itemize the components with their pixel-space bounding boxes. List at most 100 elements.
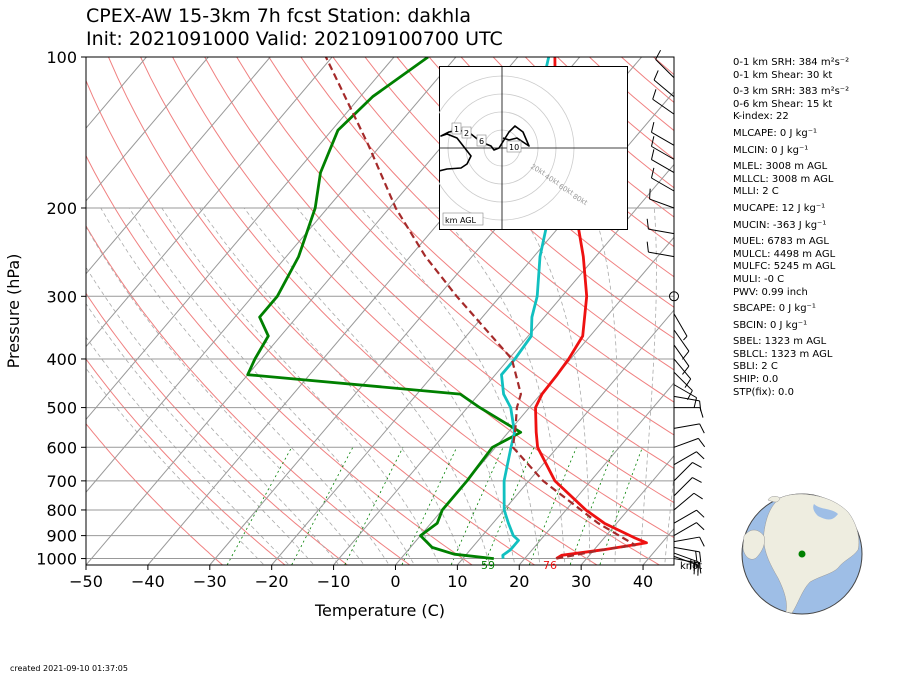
wind-barb — [646, 218, 675, 235]
surface-dewpoint-label: 59 — [481, 559, 495, 572]
x-tick-label: −50 — [69, 572, 103, 591]
mixing-ratio-line — [401, 447, 458, 565]
mixing-ratio-line — [450, 447, 504, 565]
hodograph-height-label: 6 — [479, 137, 484, 146]
moist-adiabat — [639, 207, 657, 565]
wind-barb — [673, 329, 690, 360]
x-axis-label: Temperature (C) — [314, 601, 445, 620]
moist-adiabat — [436, 207, 566, 565]
index-line: 0-1 km SRH: 384 m²s⁻² — [733, 57, 850, 68]
dry-adiabat — [428, 57, 674, 278]
wind-barb — [673, 395, 702, 412]
isotherm — [86, 57, 395, 421]
wind-barb — [673, 477, 702, 497]
wind-barb-calm — [669, 291, 679, 302]
x-tick-label: 40 — [633, 572, 653, 591]
wind-barb — [655, 49, 675, 79]
hodograph-height-box — [476, 134, 487, 147]
wind-barb — [673, 552, 699, 573]
temperature-profile — [534, 57, 648, 560]
land-greenland — [767, 496, 781, 503]
wind-barb — [673, 509, 705, 524]
isotherm — [271, 90, 674, 565]
wind-barb — [673, 492, 703, 511]
dry-adiabat — [86, 79, 536, 565]
y-tick-label: 400 — [46, 350, 77, 369]
moist-adiabat — [664, 472, 674, 565]
moist-adiabat — [86, 367, 265, 565]
hodograph-trace — [439, 125, 530, 172]
y-tick-label: 200 — [46, 199, 77, 218]
x-tick-label: 0 — [390, 572, 400, 591]
dry-adiabat — [86, 358, 286, 565]
wind-barb — [653, 70, 675, 98]
plot-frame — [85, 56, 675, 566]
indices-panel: 0-1 km SRH: 384 m²s⁻² 0-1 km Shear: 30 kt… — [733, 57, 849, 399]
hodograph-height-label: 2 — [464, 129, 469, 138]
y-axis-label: Pressure (hPa) — [4, 254, 23, 369]
isotherm — [333, 163, 674, 565]
wind-barb — [650, 122, 675, 146]
isotherm — [86, 57, 271, 275]
moist-adiabat — [243, 207, 491, 565]
hodograph-label: km AGL — [445, 216, 477, 225]
y-tick-label: 600 — [46, 438, 77, 457]
dry-adiabat — [86, 154, 474, 565]
y-tick-label: 500 — [46, 399, 77, 418]
moist-adiabat — [86, 336, 290, 565]
hodograph-height-box — [451, 122, 462, 135]
index-line: MLCIN: 0 J kg⁻¹ — [733, 144, 809, 156]
x-tick-label: 10 — [447, 572, 467, 591]
wind-barb — [649, 188, 675, 209]
wind-barb — [673, 522, 705, 537]
wind-barb — [673, 344, 690, 375]
hodograph-height-label: 1 — [454, 125, 459, 134]
y-tick-label: 700 — [46, 472, 77, 491]
wind-barb — [673, 437, 706, 448]
dry-adiabat — [108, 57, 599, 565]
index-line: SBLI: 2 C — [733, 361, 778, 373]
y-tick-label: 100 — [46, 48, 77, 67]
index-line: 0-6 km Shear: 15 kt — [733, 98, 833, 110]
land-americas — [742, 529, 765, 560]
x-axis-ticks: −50 −40 −30 −20 −10 0 10 20 30 40 — [69, 565, 653, 591]
hodograph-label-box — [442, 212, 484, 226]
sounding-profiles — [246, 57, 648, 560]
moist-adiabat — [517, 207, 591, 565]
wind-barbs — [646, 49, 706, 576]
x-tick-label: −40 — [131, 572, 165, 591]
y-axis-ticks: 100 200 300 400 500 600 700 800 900 1000 — [36, 48, 86, 569]
wind-barb — [673, 546, 702, 563]
index-line: MLEL: 3008 m AGL — [733, 161, 828, 173]
surface-temperature-label: 76 — [543, 559, 557, 572]
wind-barb — [650, 149, 675, 174]
moist-adiabat — [86, 226, 365, 565]
wind-barb — [673, 313, 688, 341]
dry-adiabat — [86, 422, 224, 565]
moist-adiabat — [128, 207, 415, 565]
index-line: MUEL: 6783 m AGL — [733, 236, 829, 248]
dry-adiabat — [268, 57, 674, 436]
isotherm — [456, 309, 674, 565]
isotherm — [86, 57, 209, 202]
mixing-ratio-line — [528, 447, 577, 565]
index-line: MULI: -0 C — [733, 273, 785, 285]
wind-barb — [673, 423, 705, 434]
index-line: MLLI: 2 C — [733, 186, 779, 198]
index-line: MULFC: 5245 m AGL — [733, 261, 836, 273]
index-line: SHIP: 0.0 — [733, 374, 779, 386]
wind-barb — [650, 136, 675, 160]
dry-adiabat — [396, 57, 674, 308]
index-line: 0-3 km SRH: 383 m²s⁻² — [733, 86, 850, 98]
index-line: K-index: 22 — [733, 111, 789, 123]
index-line: SBEL: 1323 m AGL — [733, 336, 827, 348]
background-lines — [86, 57, 674, 565]
wind-barb — [673, 371, 693, 400]
chart-title-line1: CPEX-AW 15-3km 7h fcst Station: dakhla — [86, 5, 472, 27]
x-tick-label: −10 — [317, 572, 351, 591]
dry-adiabat — [332, 57, 674, 371]
dry-adiabat — [204, 57, 674, 504]
wind-barb — [650, 167, 675, 192]
moist-adiabat — [100, 207, 390, 565]
